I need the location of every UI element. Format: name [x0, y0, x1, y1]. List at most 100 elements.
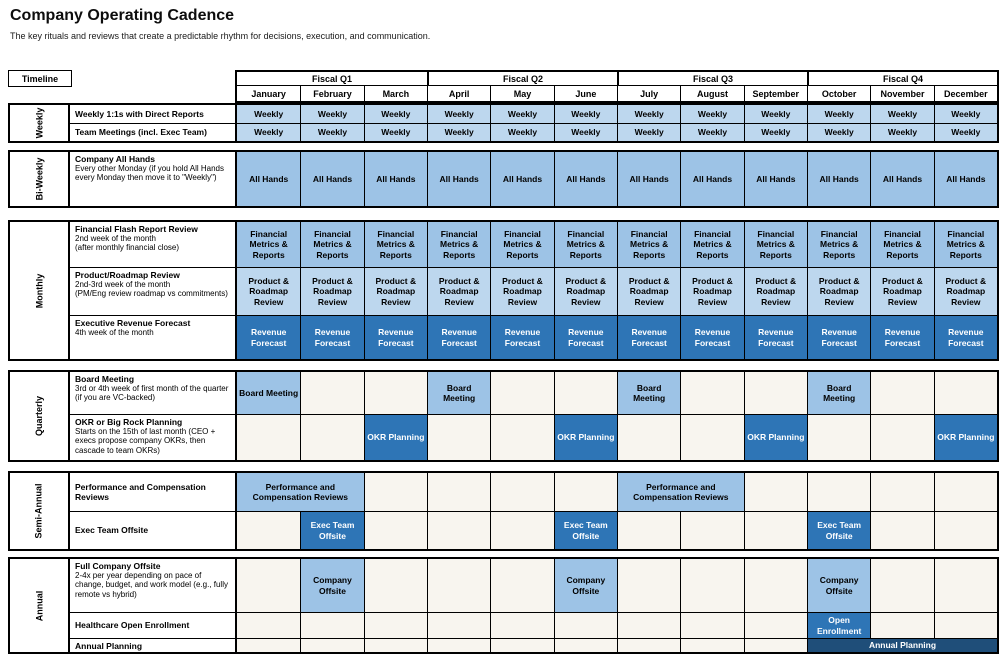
event-cell: Weekly — [870, 105, 934, 123]
row-description: Full Company Offsite 2-4x per year depend… — [70, 559, 237, 612]
event-cell: Revenue Forecast — [616, 315, 681, 359]
empty-cell — [237, 638, 301, 652]
empty-cell — [553, 372, 617, 414]
fiscal-quarter-header: Fiscal Q2 — [426, 72, 617, 86]
row-detail: Starts on the 15th of last month (CEO + … — [75, 427, 216, 455]
empty-cell — [490, 372, 554, 414]
event-cell: Exec Team Offsite — [553, 511, 617, 549]
group-label-text: Monthly — [34, 273, 44, 308]
event-cell: Weekly — [300, 105, 364, 123]
fiscal-quarter-header: Fiscal Q3 — [616, 72, 807, 86]
month-header: September — [743, 86, 807, 101]
event-cell: All Hands — [680, 152, 744, 206]
event-cell: Weekly — [553, 105, 617, 123]
event-cell: Weekly — [933, 105, 997, 123]
empty-cell — [237, 511, 301, 549]
empty-cell — [490, 511, 554, 549]
empty-cell — [616, 612, 681, 638]
event-cell: Product & Roadmap Review — [616, 267, 681, 315]
empty-cell — [363, 559, 427, 612]
row-title: OKR or Big Rock Planning — [75, 417, 183, 427]
event-cell: Financial Metrics & Reports — [806, 222, 871, 267]
event-cell: Revenue Forecast — [363, 315, 427, 359]
event-cell: Revenue Forecast — [553, 315, 617, 359]
section-annual: Annual Full Company Offsite 2-4x per year … — [8, 557, 999, 654]
row-title: Full Company Offsite — [75, 561, 161, 571]
empty-cell — [933, 612, 997, 638]
empty-cell — [743, 473, 807, 511]
empty-cell — [426, 414, 491, 460]
empty-cell — [933, 473, 997, 511]
month-header: June — [553, 86, 617, 101]
empty-cell — [806, 473, 871, 511]
row-title: Board Meeting — [75, 374, 135, 384]
event-cell: Performance and Compensation Reviews — [237, 473, 364, 511]
row-title: Company All Hands — [75, 154, 155, 164]
empty-cell — [743, 612, 807, 638]
event-cell: Company Offsite — [553, 559, 617, 612]
empty-cell — [363, 638, 427, 652]
event-cell: Weekly — [616, 123, 681, 141]
empty-cell — [870, 473, 934, 511]
event-cell: Board Meeting — [237, 372, 301, 414]
event-cell: Performance and Compensation Reviews — [616, 473, 744, 511]
empty-cell — [616, 559, 681, 612]
row-description: Performance and Compensation Reviews — [70, 473, 237, 511]
month-header: March — [363, 86, 427, 101]
empty-cell — [237, 559, 301, 612]
event-cell: OKR Planning — [553, 414, 617, 460]
row-description: OKR or Big Rock Planning Starts on the 15… — [70, 414, 237, 460]
event-cell: Weekly — [680, 123, 744, 141]
empty-cell — [743, 638, 807, 652]
group-label-text: Annual — [34, 590, 44, 621]
month-header: May — [490, 86, 553, 101]
month-header: November — [870, 86, 933, 101]
event-cell: Product & Roadmap Review — [426, 267, 491, 315]
row-title: Annual Planning — [75, 640, 143, 651]
empty-cell — [363, 511, 427, 549]
event-cell: Product & Roadmap Review — [490, 267, 554, 315]
group-label: Bi-Weekly — [10, 152, 70, 206]
event-cell: All Hands — [490, 152, 554, 206]
event-cell: Board Meeting — [806, 372, 871, 414]
event-cell: Weekly — [553, 123, 617, 141]
event-cell: Exec Team Offsite — [300, 511, 364, 549]
event-cell: Weekly — [680, 105, 744, 123]
event-cell: Board Meeting — [426, 372, 491, 414]
group-label: Monthly — [10, 222, 70, 359]
empty-cell — [933, 511, 997, 549]
event-cell: Financial Metrics & Reports — [616, 222, 681, 267]
event-cell: Financial Metrics & Reports — [743, 222, 807, 267]
event-cell: All Hands — [870, 152, 934, 206]
month-header: August — [680, 86, 743, 101]
row-title: Healthcare Open Enrollment — [75, 620, 190, 631]
row-title: Team Meetings (incl. Exec Team) — [75, 127, 207, 138]
section-monthly: Monthly Financial Flash Report Review 2nd … — [8, 220, 999, 361]
row-title: Executive Revenue Forecast — [75, 318, 191, 328]
row-detail: Every other Monday (if you hold All Hand… — [75, 164, 224, 183]
empty-cell — [870, 612, 934, 638]
empty-cell — [616, 511, 681, 549]
event-cell: Product & Roadmap Review — [806, 267, 871, 315]
event-cell: Weekly — [363, 105, 427, 123]
row-description: Team Meetings (incl. Exec Team) — [70, 123, 237, 141]
event-cell: Financial Metrics & Reports — [933, 222, 997, 267]
empty-cell — [553, 473, 617, 511]
empty-cell — [743, 511, 807, 549]
empty-cell — [933, 372, 997, 414]
event-cell: Product & Roadmap Review — [680, 267, 744, 315]
event-cell: All Hands — [933, 152, 997, 206]
empty-cell — [680, 414, 744, 460]
event-cell: All Hands — [237, 152, 301, 206]
event-cell: Weekly — [870, 123, 934, 141]
empty-cell — [680, 511, 744, 549]
group-label: Annual — [10, 559, 70, 652]
event-cell: Weekly — [490, 123, 554, 141]
empty-cell — [870, 372, 934, 414]
row-detail: (PM/Eng review roadmap vs commitments) — [75, 289, 228, 299]
event-cell: All Hands — [743, 152, 807, 206]
row-detail: 3rd or 4th week of first month of the qu… — [75, 384, 229, 403]
event-cell: Weekly — [806, 105, 871, 123]
event-cell: All Hands — [426, 152, 491, 206]
empty-cell — [490, 638, 554, 652]
